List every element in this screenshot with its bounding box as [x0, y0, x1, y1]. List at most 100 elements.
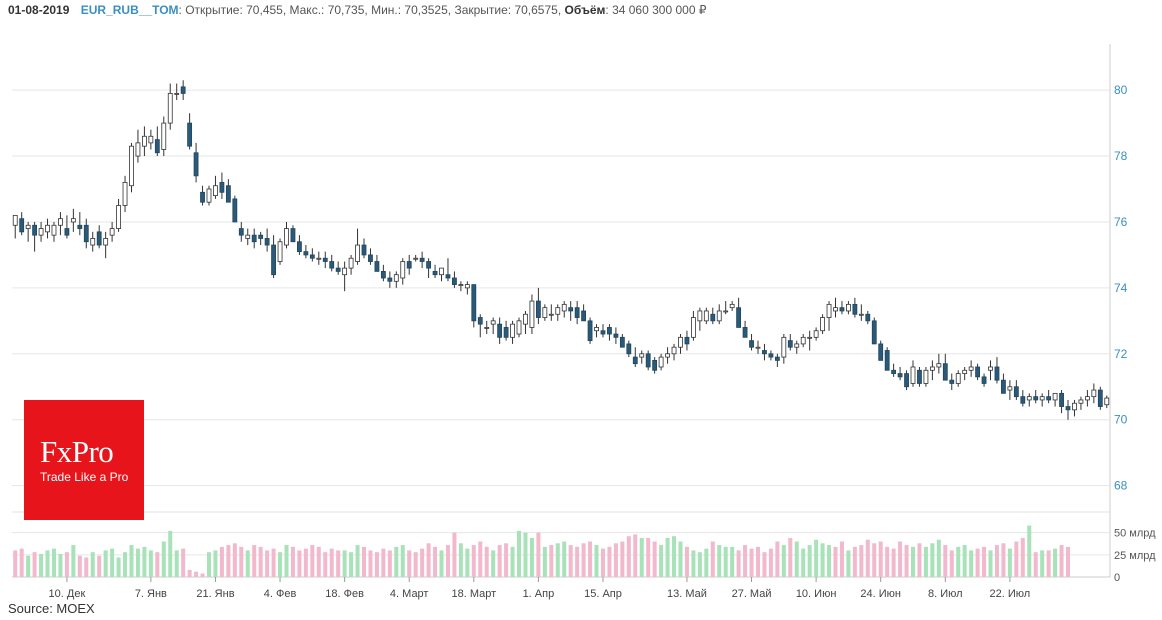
- candle: [929, 360, 935, 381]
- candle: [768, 350, 774, 361]
- volume-bar: [90, 552, 95, 577]
- candle-body-down: [942, 363, 948, 381]
- candle-body-down: [878, 343, 884, 361]
- candle-body-up: [671, 346, 677, 355]
- volume-bar: [1020, 537, 1025, 577]
- volume-bar: [278, 552, 283, 577]
- candle: [871, 317, 877, 345]
- volume-bar: [303, 548, 308, 577]
- candle-body-down: [1001, 379, 1006, 394]
- candle-body-down: [154, 139, 160, 154]
- candle-body-up: [12, 214, 18, 226]
- candle: [96, 225, 102, 249]
- candle-body-down: [884, 350, 890, 371]
- candle: [665, 347, 670, 364]
- candle: [619, 334, 625, 348]
- candle-body-up: [665, 353, 670, 358]
- volume-bar: [258, 546, 263, 577]
- volume-bar: [200, 573, 205, 577]
- candle-body-down: [736, 307, 742, 328]
- candle: [148, 129, 154, 150]
- volume-bar: [194, 571, 199, 577]
- candle: [1052, 392, 1058, 407]
- volume-bar: [846, 550, 851, 577]
- volume-bar: [801, 548, 806, 577]
- candle: [200, 185, 205, 206]
- candle: [167, 83, 173, 130]
- candle: [219, 172, 225, 199]
- volume-bar: [219, 546, 224, 577]
- volume-bar: [775, 541, 780, 577]
- candle: [1013, 380, 1019, 400]
- volume-bar: [620, 541, 625, 577]
- candle-body-up: [723, 310, 729, 313]
- volume-bar: [142, 546, 147, 577]
- volume-bar: [1033, 552, 1038, 577]
- candle: [561, 301, 567, 318]
- candle: [904, 370, 909, 391]
- volume-bar: [691, 550, 696, 577]
- volume-bar: [781, 545, 786, 577]
- candle: [180, 80, 186, 101]
- candle: [477, 314, 483, 338]
- candle-body-down: [77, 224, 83, 229]
- candle-body-up: [594, 327, 599, 332]
- candle: [523, 310, 528, 335]
- volume-bar: [64, 552, 69, 577]
- volume-bar: [600, 548, 605, 577]
- volume-bar: [678, 541, 683, 577]
- volume-bar: [316, 546, 321, 577]
- candle: [510, 320, 515, 344]
- candle-body-up: [413, 257, 419, 260]
- candle-body-up: [142, 135, 147, 147]
- candle-body-down: [419, 257, 425, 262]
- volume-bar: [148, 550, 153, 577]
- candle-body-down: [839, 307, 845, 312]
- volume-bar: [1053, 548, 1058, 577]
- candle-body-down: [1033, 396, 1039, 401]
- volume-bar: [478, 541, 483, 577]
- candle: [406, 254, 412, 275]
- candle-body-down: [613, 333, 619, 338]
- candle-body-up: [691, 317, 696, 338]
- volume-bar: [697, 552, 702, 577]
- volume-bar: [103, 550, 108, 577]
- volume-bar: [833, 546, 838, 577]
- candle: [794, 340, 800, 354]
- volume-bar: [71, 545, 76, 577]
- candle-body-up: [277, 241, 283, 262]
- x-tick-label: 8. Июл: [928, 588, 963, 600]
- candle: [90, 231, 96, 252]
- volume-bar: [1014, 541, 1019, 577]
- volume-bar: [129, 545, 134, 577]
- candle-body-down: [232, 198, 238, 223]
- candle: [716, 304, 722, 325]
- logo-brand-text: FxPro: [40, 434, 114, 469]
- volume-bar: [562, 541, 567, 577]
- candle: [975, 363, 980, 381]
- volume-bar: [755, 546, 760, 577]
- candle: [678, 334, 683, 354]
- candle-body-up: [555, 307, 561, 315]
- volume-bar: [529, 537, 534, 577]
- volume-bar: [439, 550, 444, 577]
- volume-bar: [77, 555, 82, 577]
- candle-body-down: [1020, 396, 1026, 404]
- candle: [884, 347, 890, 371]
- candle: [1039, 393, 1045, 407]
- volume-bar: [187, 569, 192, 577]
- volume-bar: [290, 546, 295, 577]
- candle-body-up: [393, 274, 399, 282]
- candle: [303, 245, 309, 259]
- x-tick-label: 10. Июн: [796, 588, 837, 600]
- candle: [529, 294, 535, 335]
- volume-bar: [97, 555, 102, 577]
- candle: [142, 126, 147, 157]
- candle: [710, 307, 716, 325]
- candle: [464, 281, 470, 295]
- candle-body-down: [503, 327, 509, 338]
- header-ticker[interactable]: EUR_RUB__TOM: [80, 3, 179, 17]
- volume-bar: [329, 548, 334, 577]
- candle-body-down: [238, 228, 244, 236]
